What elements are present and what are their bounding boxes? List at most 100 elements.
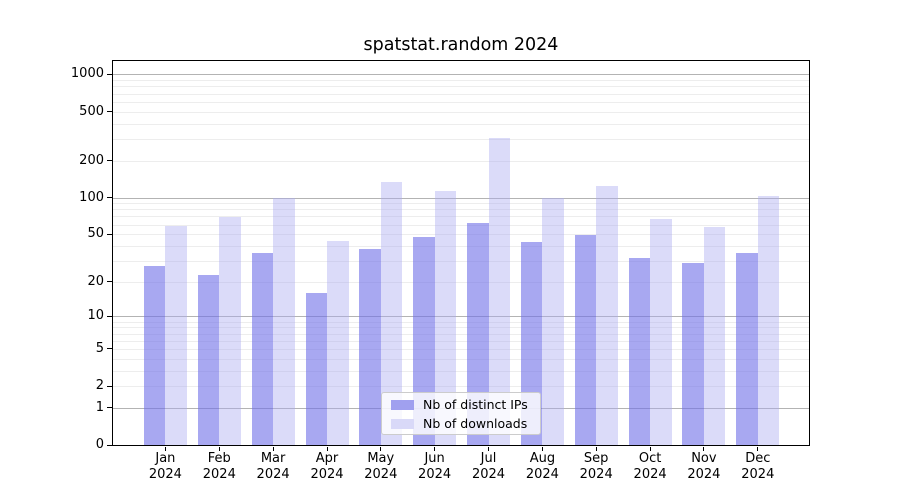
- gridline-minor-500: [113, 111, 809, 113]
- bar-nb-of-distinct-ips-sep: [574, 235, 597, 445]
- gridline-minor-30: [113, 260, 809, 262]
- bar-nb-of-distinct-ips-feb: [197, 274, 220, 445]
- y-tickmark-0: [107, 444, 112, 446]
- gridline-minor-6: [113, 340, 809, 342]
- bar-nb-of-distinct-ips-dec: [736, 252, 758, 445]
- x-tick-month-jan: Jan: [155, 451, 176, 466]
- y-tick-label-2: 2: [95, 378, 104, 394]
- bar-nb-of-downloads-jan: [165, 226, 187, 445]
- legend-label-distinct-ips: Nb of distinct IPs: [423, 397, 528, 412]
- x-tick-year-dec: 2024: [741, 467, 775, 482]
- gridline-minor-40: [113, 245, 809, 247]
- legend: Nb of distinct IPs Nb of downloads: [381, 392, 541, 435]
- y-tick-label-50: 50: [87, 226, 104, 242]
- y-tickmark-500: [107, 111, 112, 113]
- gridline-minor-3: [113, 370, 809, 372]
- x-tick-label-sep: Sep 2024: [564, 451, 628, 483]
- y-tickmark-1000: [107, 73, 112, 75]
- gridline-minor-8: [113, 327, 809, 329]
- x-tickmark-jul: [488, 447, 489, 451]
- x-tick-label-oct: Oct 2024: [618, 451, 682, 483]
- y-tick-label-5: 5: [95, 340, 104, 356]
- x-tickmark-jan: [164, 447, 166, 451]
- x-tick-label-jan: Jan 2024: [133, 451, 197, 483]
- bar-nb-of-distinct-ips-jul: [467, 222, 489, 445]
- bar-nb-of-downloads-dec: [757, 196, 780, 445]
- gridline-minor-2: [113, 386, 809, 388]
- x-tick-label-jun: Jun 2024: [403, 451, 467, 483]
- gridline-minor-300: [113, 138, 809, 140]
- y-tick-label-20: 20: [87, 273, 104, 289]
- gridline-minor-600: [113, 101, 809, 103]
- gridline-minor-400: [113, 123, 809, 125]
- legend-item-distinct-ips: Nb of distinct IPs: [382, 395, 540, 414]
- x-tick-label-jul: Jul 2024: [457, 451, 521, 483]
- y-tickmark-5: [107, 348, 112, 350]
- y-tickmark-20: [107, 281, 112, 283]
- x-tick-year-apr: 2024: [310, 467, 344, 482]
- y-tickmark-200: [107, 160, 112, 162]
- bar-nb-of-distinct-ips-mar: [251, 252, 274, 445]
- x-tick-year-feb: 2024: [202, 467, 236, 482]
- x-tick-year-sep: 2024: [579, 467, 613, 482]
- x-tickmark-apr: [326, 447, 328, 451]
- gridline-minor-70: [113, 216, 809, 218]
- x-tick-label-nov: Nov 2024: [672, 451, 736, 483]
- x-tickmark-aug: [541, 447, 543, 451]
- x-tick-year-nov: 2024: [687, 467, 721, 482]
- gridline-minor-200: [113, 160, 809, 162]
- x-tickmark-mar: [272, 447, 274, 451]
- x-tick-month-jul: Jul: [480, 451, 497, 466]
- x-tickmark-sep: [595, 447, 597, 451]
- x-tick-month-mar: Mar: [260, 451, 286, 466]
- x-tick-month-feb: Feb: [207, 451, 231, 466]
- y-tick-label-100: 100: [79, 189, 104, 205]
- x-tickmark-dec: [757, 447, 759, 451]
- bar-nb-of-downloads-mar: [273, 197, 295, 445]
- gridline-minor-50: [113, 234, 809, 236]
- gridline-minor-5: [113, 348, 809, 350]
- bar-nb-of-downloads-nov: [703, 227, 726, 445]
- y-tick-label-10: 10: [87, 308, 104, 324]
- bar-nb-of-downloads-feb: [219, 217, 241, 445]
- gridline-major-10: [113, 316, 809, 318]
- y-tickmark-10: [107, 315, 112, 317]
- gridline-major-100: [113, 197, 809, 199]
- gridline-minor-900: [113, 80, 809, 82]
- y-tickmark-2: [107, 385, 112, 387]
- x-tick-month-jun: Jun: [424, 451, 445, 466]
- x-tick-label-mar: Mar 2024: [241, 451, 305, 483]
- y-tick-label-1000: 1000: [70, 66, 104, 82]
- x-tick-label-dec: Dec 2024: [726, 451, 790, 483]
- x-tick-label-aug: Aug 2024: [510, 451, 574, 483]
- bar-nb-of-downloads-apr: [327, 240, 349, 445]
- x-tick-year-mar: 2024: [256, 467, 290, 482]
- x-tick-month-may: May: [367, 451, 395, 466]
- legend-swatch-distinct-ips: [391, 399, 414, 410]
- bar-nb-of-distinct-ips-may: [359, 248, 381, 445]
- plot-area: Nb of distinct IPs Nb of downloads: [112, 60, 810, 446]
- bar-nb-of-downloads-sep: [596, 186, 618, 445]
- legend-item-downloads: Nb of downloads: [382, 414, 540, 433]
- y-tickmark-100: [107, 197, 112, 198]
- x-tickmark-oct: [649, 447, 651, 451]
- bar-nb-of-downloads-aug: [542, 197, 564, 445]
- x-tick-month-dec: Dec: [745, 451, 771, 466]
- y-tickmark-50: [107, 233, 112, 235]
- x-tick-label-feb: Feb 2024: [187, 451, 251, 483]
- x-tick-year-oct: 2024: [633, 467, 667, 482]
- gridline-minor-20: [113, 281, 809, 283]
- gridline-minor-800: [113, 86, 809, 88]
- bar-nb-of-downloads-jul: [488, 138, 510, 445]
- gridline-minor-7: [113, 333, 809, 335]
- x-tickmark-may: [380, 447, 382, 451]
- x-tick-month-nov: Nov: [691, 451, 717, 466]
- x-tick-month-aug: Aug: [529, 451, 556, 466]
- x-tick-year-jul: 2024: [471, 467, 506, 482]
- bar-nb-of-downloads-jun: [434, 191, 457, 445]
- x-tickmark-feb: [218, 447, 220, 451]
- bar-nb-of-downloads-may: [380, 182, 403, 445]
- x-tick-month-oct: Oct: [638, 451, 662, 466]
- y-tick-label-500: 500: [79, 103, 104, 119]
